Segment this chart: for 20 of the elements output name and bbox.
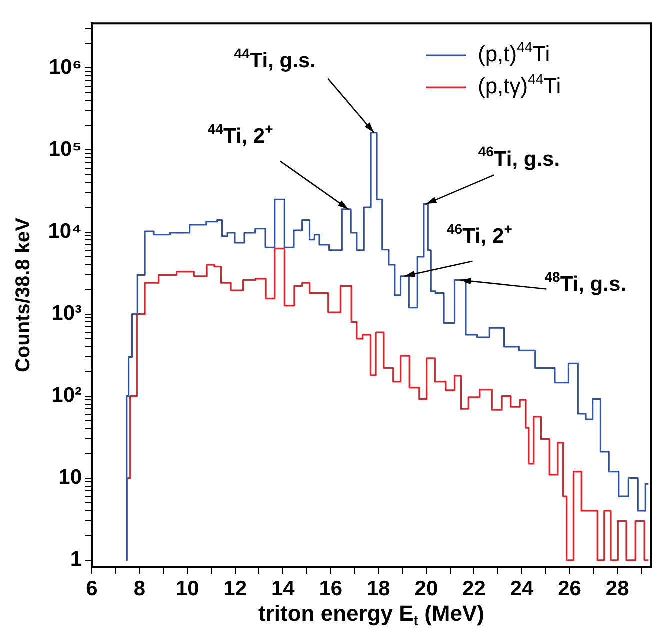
x-tick-label: 26 [558, 577, 582, 600]
y-tick-label: 10² [52, 384, 82, 408]
y-tick-label: 10⁶ [48, 56, 82, 80]
x-tick-label: 10 [176, 577, 200, 600]
x-tick-label: 6 [86, 577, 98, 600]
x-tick-label: 14 [271, 577, 296, 600]
y-tick-label: 1 [70, 548, 82, 572]
y-tick-label: 10⁵ [48, 138, 82, 162]
x-tick-label: 22 [462, 577, 486, 600]
x-tick-label: 28 [606, 577, 630, 600]
x-tick-label: 18 [366, 577, 391, 600]
x-tick-label: 20 [414, 577, 438, 600]
x-tick-label: 12 [224, 577, 248, 600]
x-tick-label: 24 [510, 577, 534, 600]
y-tick-label: 10³ [52, 302, 82, 326]
x-tick-label: 8 [134, 577, 146, 600]
y-tick-label: 10 [58, 466, 82, 490]
x-tick-label: 16 [319, 577, 343, 600]
y-tick-label: 10⁴ [48, 220, 82, 244]
y-axis-title: Counts/38.8 keV [12, 217, 35, 373]
